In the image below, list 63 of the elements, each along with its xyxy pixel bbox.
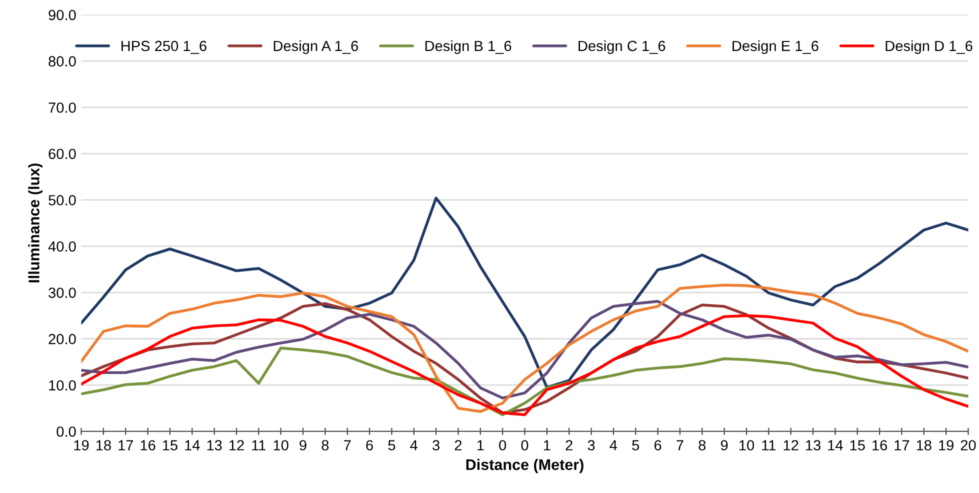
- x-tick-label: 9: [300, 440, 306, 450]
- x-tick-label: 13: [207, 440, 222, 450]
- x-tick-label: 0: [521, 440, 528, 450]
- x-tick-label: 20: [960, 440, 976, 450]
- y-tick-label: 90.0: [48, 10, 76, 20]
- y-tick-label: 60.0: [48, 148, 76, 160]
- y-axis-title: Illuminance (lux): [28, 164, 42, 282]
- x-tick-label: 1: [477, 440, 484, 450]
- x-tick-label: 19: [939, 440, 954, 450]
- y-tick-label: 50.0: [48, 195, 76, 206]
- x-tick-label: 9: [720, 440, 728, 450]
- x-tick-label: 19: [74, 440, 89, 450]
- x-tick-label: 5: [388, 440, 396, 450]
- x-tick-label: 12: [784, 440, 798, 450]
- x-tick-label: 17: [118, 440, 133, 450]
- x-tick-label: 15: [162, 440, 178, 450]
- x-tick-label: 6: [654, 440, 662, 450]
- x-tick-label: 15: [850, 440, 865, 450]
- x-tick-label: 14: [185, 440, 200, 450]
- x-tick-label: 10: [739, 440, 754, 450]
- x-tick-label: 7: [676, 440, 684, 450]
- x-tick-label: 7: [344, 440, 351, 450]
- x-tick-label: 16: [872, 440, 888, 450]
- x-axis-title: Distance (Meter): [466, 458, 584, 474]
- x-tick-label: 10: [274, 440, 288, 450]
- x-tick-label: 11: [252, 440, 266, 450]
- legend-label: Design B 1_6: [425, 40, 512, 54]
- legend-label: HPS 250 1_6: [121, 40, 206, 54]
- x-tick-label: 5: [632, 440, 640, 450]
- x-tick-label: 18: [916, 440, 932, 450]
- line-series: [81, 284, 968, 413]
- x-tick-label: 17: [894, 440, 910, 450]
- x-tick-label: 2: [566, 440, 572, 450]
- y-tick-label: 40.0: [48, 241, 76, 252]
- x-tick-label: 3: [588, 440, 595, 450]
- x-tick-label: 0: [499, 440, 506, 450]
- x-tick-label: 1: [544, 440, 550, 450]
- x-tick-label: 3: [432, 440, 440, 450]
- line-series: [81, 196, 968, 389]
- x-tick-label: 14: [828, 440, 843, 450]
- x-tick-label: 13: [806, 440, 820, 450]
- legend-label: Design E 1_6: [732, 40, 818, 54]
- y-tick-label: 70.0: [48, 102, 76, 113]
- x-tick-label: 6: [366, 440, 373, 450]
- line-series: [81, 346, 968, 416]
- y-tick-label: 80.0: [48, 56, 76, 67]
- x-tick-label: 8: [698, 440, 706, 450]
- y-tick-label: 10.0: [49, 380, 76, 391]
- x-tick-label: 12: [229, 440, 244, 450]
- x-tick-label: 8: [322, 440, 329, 450]
- line-series: [81, 300, 968, 400]
- x-tick-label: 4: [610, 440, 618, 450]
- x-tick-label: 2: [454, 440, 462, 450]
- x-tick-label: 16: [140, 440, 156, 450]
- y-tick-label: 0.0: [56, 426, 76, 437]
- x-tick-label: 18: [96, 440, 111, 450]
- y-tick-label: 20.0: [48, 334, 76, 344]
- legend-label: Design A 1_6: [274, 40, 358, 54]
- y-tick-label: 30.0: [48, 288, 76, 298]
- x-tick-label: 11: [762, 440, 776, 450]
- legend-label: Design C 1_6: [578, 40, 666, 54]
- x-tick-label: 4: [410, 440, 418, 450]
- legend-label: Design D 1_6: [886, 40, 972, 54]
